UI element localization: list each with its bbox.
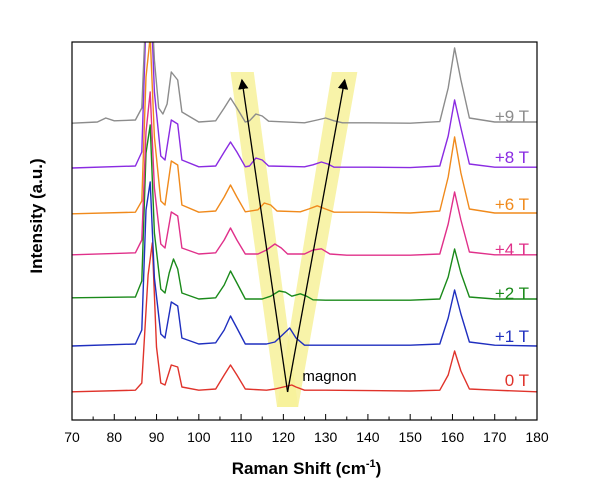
highlight-band-right (277, 72, 358, 407)
arrow-right (286, 78, 349, 393)
x-axis-title: Raman Shift (cm-1) (232, 458, 382, 478)
series-label-5: +6 T (495, 195, 529, 214)
series-line-5 (72, 42, 537, 215)
x-tick-label: 90 (149, 429, 165, 445)
x-tick-label: 100 (187, 429, 211, 445)
series-line-3 (72, 124, 537, 301)
x-tick-label: 140 (356, 429, 380, 445)
x-tick-label: 150 (399, 429, 423, 445)
series-line-7 (72, 42, 537, 124)
series-line-1 (72, 242, 537, 393)
series-label-1: 0 T (505, 371, 529, 390)
x-axis-title-end: ) (376, 459, 382, 478)
x-tick-label: 170 (483, 429, 507, 445)
x-tick-label: 80 (106, 429, 122, 445)
series-group (72, 42, 537, 393)
magnon-highlight-bands (230, 72, 358, 407)
x-tick-label: 180 (525, 429, 549, 445)
series-line-6 (72, 42, 537, 169)
y-axis-title: Intensity (a.u.) (27, 158, 46, 273)
series-label-7: +9 T (495, 107, 529, 126)
x-tick-label: 160 (441, 429, 465, 445)
series-label-6: +8 T (495, 148, 529, 167)
series-labels: 0 T +1 T +2 T +4 T +6 T +8 T +9 T (495, 107, 529, 390)
x-axis-ticks: 70 80 90 100 110 120 130 140 150 160 170 180 (64, 414, 549, 445)
series-line-4 (72, 91, 537, 256)
magnon-arrows (238, 78, 349, 393)
magnon-annotation: magnon (302, 368, 356, 385)
series-line-2 (72, 181, 537, 347)
series-label-2: +1 T (495, 327, 529, 346)
x-tick-label: 70 (64, 429, 80, 445)
arrow-left (238, 78, 289, 393)
x-axis-title-main: Raman Shift (cm (232, 459, 366, 478)
series-label-3: +2 T (495, 284, 529, 303)
x-tick-label: 110 (230, 429, 253, 445)
x-tick-label: 120 (272, 429, 296, 445)
x-tick-label: 130 (314, 429, 338, 445)
series-label-4: +4 T (495, 240, 529, 259)
highlight-band-left (230, 72, 299, 407)
x-axis-title-sup: -1 (366, 458, 376, 470)
